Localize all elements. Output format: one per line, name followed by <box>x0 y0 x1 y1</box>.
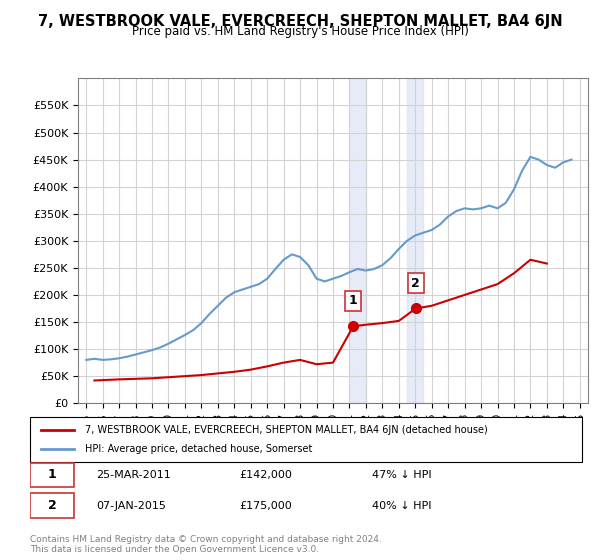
Bar <box>407 78 424 403</box>
Text: 47% ↓ HPI: 47% ↓ HPI <box>372 470 432 480</box>
Text: 07-JAN-2015: 07-JAN-2015 <box>96 501 166 511</box>
Text: 1: 1 <box>349 295 358 307</box>
Text: 40% ↓ HPI: 40% ↓ HPI <box>372 501 432 511</box>
Text: £142,000: £142,000 <box>240 470 293 480</box>
Text: Price paid vs. HM Land Registry's House Price Index (HPI): Price paid vs. HM Land Registry's House … <box>131 25 469 38</box>
Text: 2: 2 <box>412 277 420 290</box>
FancyBboxPatch shape <box>30 463 74 487</box>
Text: 25-MAR-2011: 25-MAR-2011 <box>96 470 171 480</box>
FancyBboxPatch shape <box>30 417 582 462</box>
Text: 2: 2 <box>48 499 56 512</box>
Text: HPI: Average price, detached house, Somerset: HPI: Average price, detached house, Some… <box>85 445 313 455</box>
Text: 7, WESTBROOK VALE, EVERCREECH, SHEPTON MALLET, BA4 6JN: 7, WESTBROOK VALE, EVERCREECH, SHEPTON M… <box>38 14 562 29</box>
Text: 7, WESTBROOK VALE, EVERCREECH, SHEPTON MALLET, BA4 6JN (detached house): 7, WESTBROOK VALE, EVERCREECH, SHEPTON M… <box>85 424 488 435</box>
Text: Contains HM Land Registry data © Crown copyright and database right 2024.
This d: Contains HM Land Registry data © Crown c… <box>30 535 382 554</box>
FancyBboxPatch shape <box>30 493 74 518</box>
Bar <box>349 78 366 403</box>
Text: 1: 1 <box>48 468 56 482</box>
Text: £175,000: £175,000 <box>240 501 293 511</box>
